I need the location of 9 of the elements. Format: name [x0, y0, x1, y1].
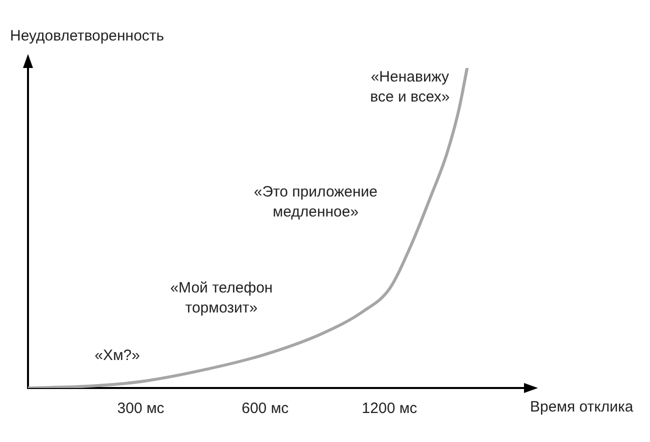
x-tick-label: 300 мс	[117, 400, 165, 418]
x-axis-title: Время отклика	[530, 398, 634, 416]
annotation: «Хм?»	[94, 347, 140, 364]
y-axis-title: Неудовлетворенность	[10, 28, 164, 45]
annotation: «Ненавижу все и всех»	[370, 68, 450, 106]
x-tick-label: 1200 мс	[362, 400, 418, 418]
annotation: «Мой телефон тормозит»	[170, 280, 273, 317]
annotation: «Это приложение медленное»	[254, 184, 378, 221]
x-tick-label: 600 мс	[242, 400, 290, 418]
